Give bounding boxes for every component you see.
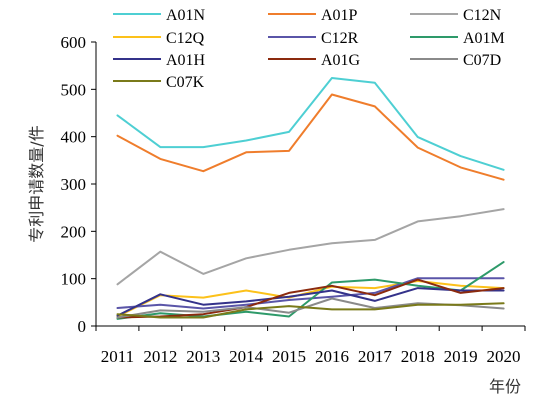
legend-label-c07d: C07D [463,52,501,69]
y-axis-title: 专利申请数量/件 [27,125,46,242]
series-line-c12n [116,208,505,286]
y-tick-label: 600 [61,33,87,52]
x-tick-label: 2013 [186,347,220,366]
x-tick-label: 2015 [272,347,306,366]
legend-label-a01g: A01G [321,52,361,69]
x-tick-label: 2017 [358,347,393,366]
legend: A01N A01P C12N C12Q C12R A01M A01H A01G C07D C07K [113,7,505,91]
legend-label-a01n: A01N [166,7,206,24]
legend-label-c07k: C07K [166,74,205,91]
legend-label-c12q: C12Q [166,30,205,47]
x-tick-label: 2014 [229,347,264,366]
y-tick-label: 100 [61,270,87,289]
legend-label-a01p: A01P [321,7,358,24]
series-lines [116,77,505,320]
x-ticks: 2011 2012 2013 2014 2015 2016 2017 2018 2019 2020 [95,326,526,366]
x-tick-label: 2018 [401,347,435,366]
plot-axes [95,42,525,327]
y-ticks: 0 100 200 300 400 500 600 [61,33,96,336]
legend-label-a01m: A01M [463,30,505,47]
series-line-c07k [116,302,505,319]
x-tick-label: 2019 [444,347,478,366]
x-tick-label: 2016 [315,347,349,366]
legend-label-c12r: C12R [321,30,359,47]
legend-label-c12n: C12N [463,7,502,24]
x-axis-title: 年份 [489,377,521,396]
x-tick-label: 2020 [487,347,521,366]
y-tick-label: 200 [61,222,87,241]
y-tick-label: 0 [78,317,87,336]
y-tick-label: 500 [61,80,87,99]
x-tick-label: 2012 [143,347,177,366]
series-line-a01h [116,287,505,317]
series-line-a01g [116,278,505,319]
y-tick-label: 300 [61,175,87,194]
x-tick-label: 2011 [101,347,134,366]
series-line-a01p [116,93,505,181]
series-line-a01n [116,77,505,171]
series-line-c12q [116,280,505,318]
y-tick-label: 400 [61,128,87,147]
legend-label-a01h: A01H [166,52,206,69]
